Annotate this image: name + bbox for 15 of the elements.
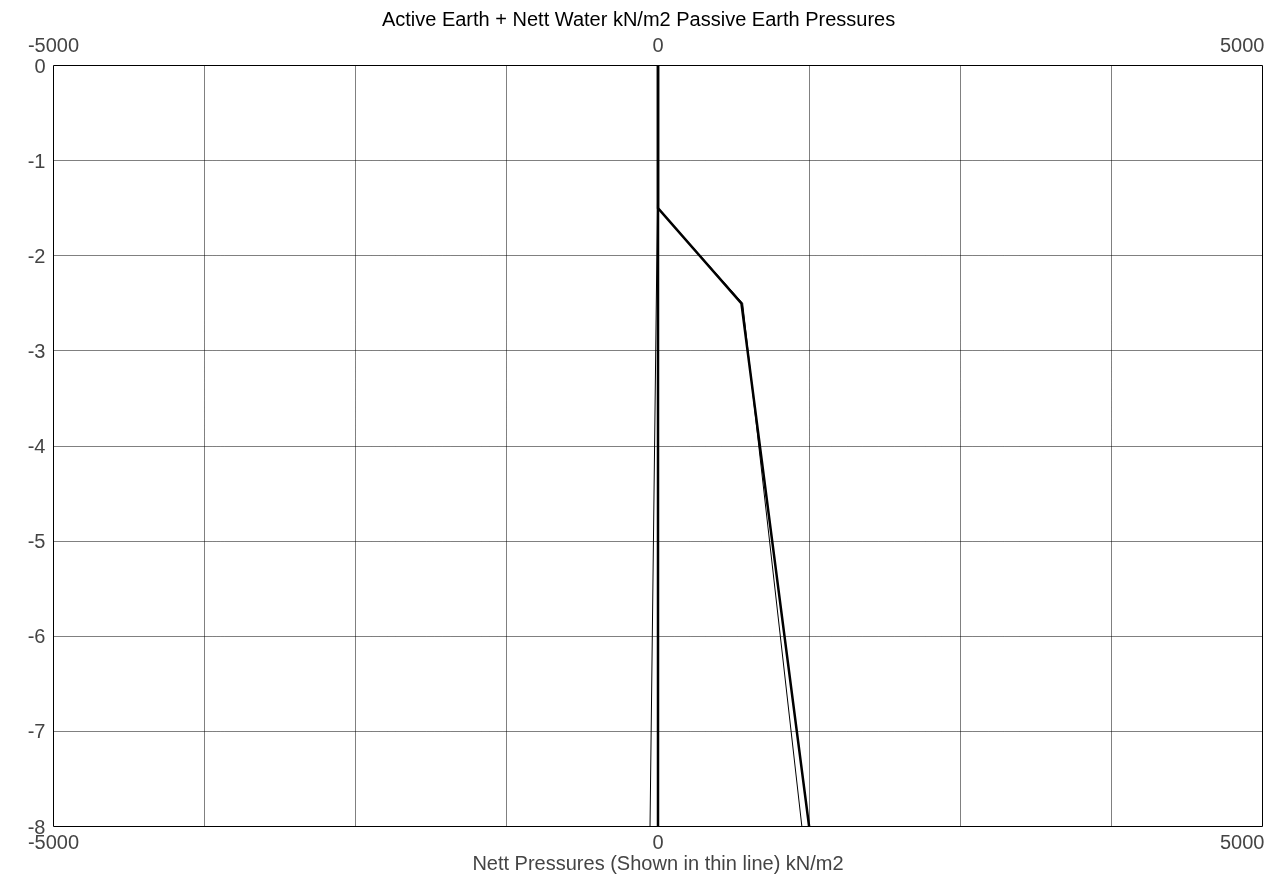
x-tick-label: 5000 [1220,830,1264,853]
y-tick-label: -1 [27,149,46,172]
y-tick-label: -3 [27,339,46,362]
y-tick-label: -7 [27,720,46,743]
x-tick-label: 0 [652,830,664,853]
chart-title: Active Earth + Nett Water kN/m2 Passive Earth Pressures [381,7,896,30]
x2-tick-label: -5000 [27,33,80,56]
y-tick-label: -2 [27,244,46,267]
x2-tick-label: 0 [652,33,664,56]
y-tick-label: -5 [27,530,46,553]
y-tick-label: -6 [27,625,46,648]
x-axis-title: Nett Pressures (Shown in thin line) kN/m2 [472,851,844,874]
y-tick-label: 0 [34,54,46,77]
y-tick-label: -4 [27,435,46,457]
x2-tick-label: 5000 [1220,33,1264,56]
